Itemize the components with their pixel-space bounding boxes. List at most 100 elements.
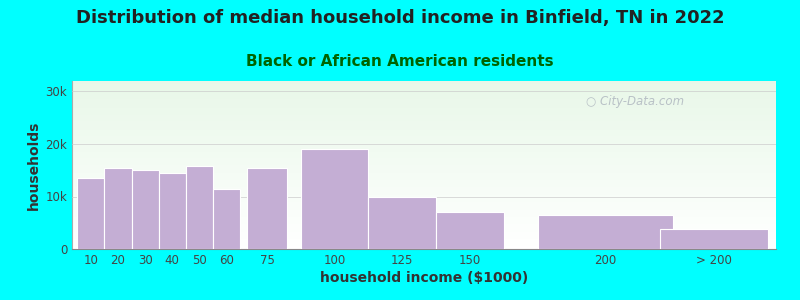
- Bar: [72, 178, 776, 180]
- Bar: [436, 212, 504, 249]
- Bar: [72, 163, 776, 165]
- Bar: [72, 153, 776, 155]
- Bar: [72, 120, 776, 121]
- Bar: [72, 138, 776, 140]
- Bar: [72, 126, 776, 128]
- Bar: [72, 224, 776, 226]
- Bar: [72, 194, 776, 195]
- Bar: [72, 125, 776, 126]
- Bar: [72, 173, 776, 175]
- Bar: [72, 177, 776, 178]
- Bar: [72, 162, 776, 163]
- Bar: [72, 210, 776, 212]
- Bar: [72, 101, 776, 103]
- Bar: [72, 157, 776, 158]
- Bar: [72, 246, 776, 247]
- Bar: [72, 200, 776, 202]
- Bar: [72, 214, 776, 215]
- Bar: [186, 166, 213, 249]
- Bar: [72, 184, 776, 185]
- Bar: [105, 168, 131, 249]
- Bar: [72, 180, 776, 182]
- Bar: [72, 215, 776, 217]
- Bar: [72, 123, 776, 125]
- Bar: [72, 222, 776, 224]
- Bar: [72, 106, 776, 108]
- Bar: [72, 136, 776, 138]
- Bar: [72, 142, 776, 143]
- Bar: [72, 93, 776, 94]
- Bar: [72, 247, 776, 249]
- Bar: [72, 155, 776, 157]
- Bar: [72, 83, 776, 84]
- Bar: [72, 192, 776, 194]
- X-axis label: household income ($1000): household income ($1000): [320, 271, 528, 285]
- Bar: [72, 81, 776, 83]
- Text: Distribution of median household income in Binfield, TN in 2022: Distribution of median household income …: [76, 9, 724, 27]
- Bar: [246, 168, 287, 249]
- Bar: [72, 111, 776, 113]
- Bar: [72, 230, 776, 232]
- Bar: [659, 229, 768, 249]
- Bar: [131, 170, 158, 249]
- Bar: [72, 131, 776, 133]
- Bar: [72, 135, 776, 137]
- Bar: [72, 116, 776, 118]
- Bar: [72, 205, 776, 207]
- Bar: [72, 241, 776, 242]
- Bar: [301, 149, 369, 249]
- Y-axis label: households: households: [27, 120, 42, 210]
- Bar: [78, 178, 105, 249]
- Bar: [72, 199, 776, 200]
- Bar: [72, 89, 776, 91]
- Bar: [72, 234, 776, 236]
- Bar: [72, 182, 776, 184]
- Bar: [72, 98, 776, 100]
- Bar: [72, 170, 776, 172]
- Bar: [72, 84, 776, 86]
- Bar: [72, 195, 776, 197]
- Bar: [72, 91, 776, 93]
- Bar: [72, 236, 776, 237]
- Bar: [72, 197, 776, 199]
- Bar: [158, 173, 186, 249]
- Bar: [72, 172, 776, 173]
- Bar: [72, 158, 776, 160]
- Bar: [72, 143, 776, 145]
- Bar: [72, 175, 776, 177]
- Bar: [72, 103, 776, 104]
- Bar: [72, 140, 776, 142]
- Bar: [72, 165, 776, 167]
- Bar: [72, 133, 776, 135]
- Bar: [72, 167, 776, 168]
- Bar: [72, 204, 776, 205]
- Bar: [72, 130, 776, 131]
- Bar: [72, 220, 776, 222]
- Bar: [72, 121, 776, 123]
- Bar: [72, 187, 776, 188]
- Bar: [72, 86, 776, 88]
- Bar: [72, 188, 776, 190]
- Bar: [72, 219, 776, 220]
- Bar: [72, 168, 776, 170]
- Bar: [72, 229, 776, 230]
- Bar: [72, 152, 776, 153]
- Bar: [72, 185, 776, 187]
- Bar: [72, 113, 776, 115]
- Bar: [72, 237, 776, 239]
- Bar: [72, 244, 776, 246]
- Text: ○ City-Data.com: ○ City-Data.com: [586, 95, 684, 108]
- Bar: [72, 227, 776, 229]
- Bar: [369, 196, 436, 249]
- Bar: [72, 100, 776, 101]
- Bar: [72, 207, 776, 209]
- Bar: [72, 209, 776, 210]
- Bar: [213, 189, 240, 249]
- Text: Black or African American residents: Black or African American residents: [246, 54, 554, 69]
- Bar: [72, 226, 776, 227]
- Bar: [72, 108, 776, 110]
- Bar: [72, 146, 776, 148]
- Bar: [72, 118, 776, 120]
- Bar: [72, 217, 776, 219]
- Bar: [72, 110, 776, 111]
